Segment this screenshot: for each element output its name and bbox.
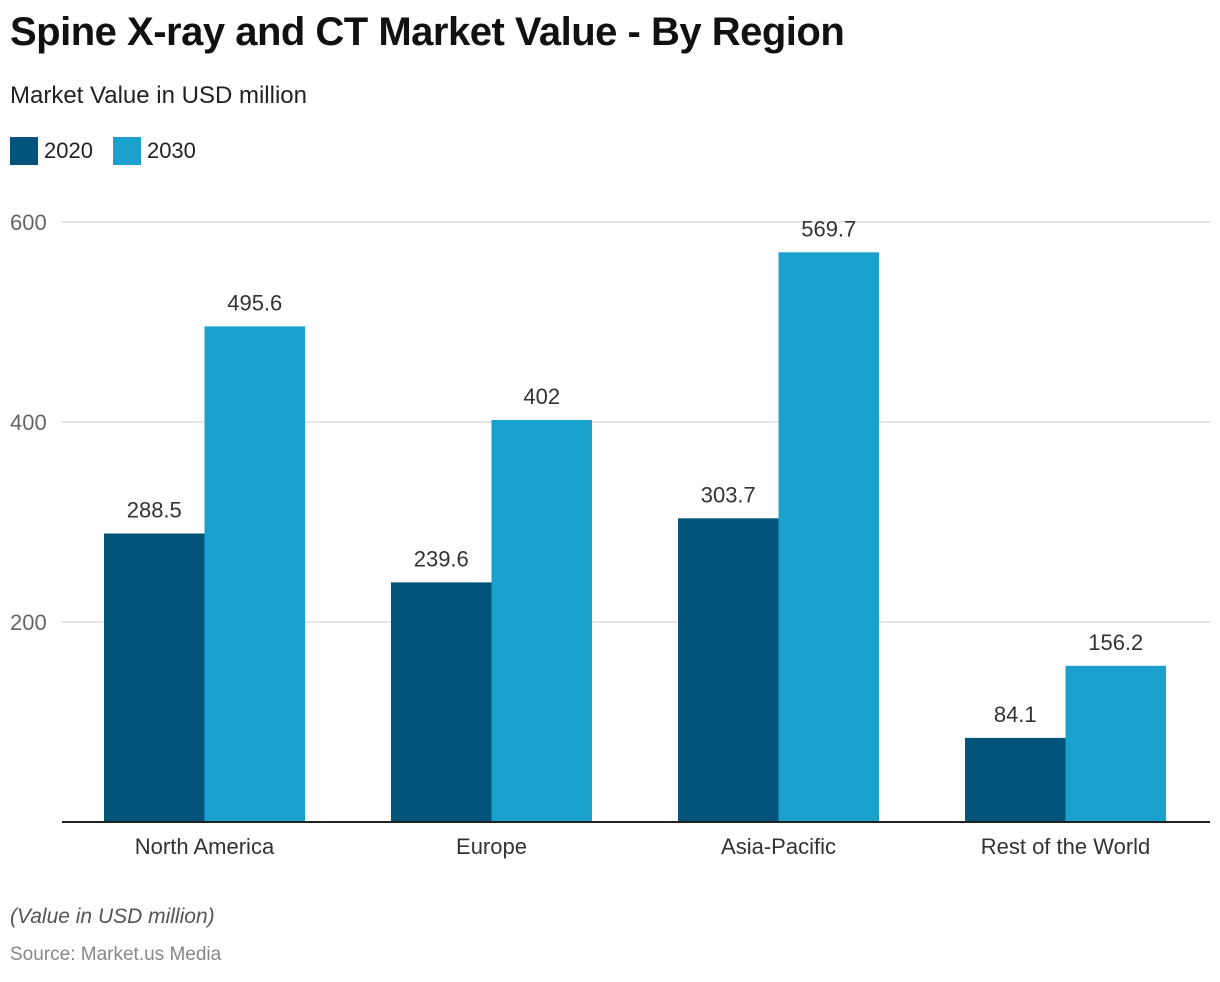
- x-tick-label: Europe: [456, 834, 527, 859]
- data-label: 84.1: [994, 702, 1037, 727]
- chart-subtitle: Market Value in USD million: [10, 82, 307, 109]
- data-label: 569.7: [801, 216, 856, 241]
- legend: 2020 2030: [10, 137, 216, 165]
- bar-2030: [204, 326, 305, 822]
- legend-swatch-2020: [10, 137, 38, 165]
- bar-2020: [391, 582, 492, 822]
- footnote: (Value in USD million): [10, 905, 215, 928]
- y-tick-label: 600: [10, 210, 47, 235]
- x-tick-label: North America: [135, 834, 275, 859]
- bar-2030: [1065, 665, 1166, 822]
- chart-title: Spine X-ray and CT Market Value - By Reg…: [10, 10, 845, 54]
- data-label: 303.7: [701, 482, 756, 507]
- source-credit: Source: Market.us Media: [10, 944, 222, 965]
- legend-label-2030: 2030: [146, 138, 196, 163]
- legend-item-2020[interactable]: 2020: [10, 137, 93, 165]
- bar-2030: [778, 252, 879, 823]
- bar-2020: [678, 518, 779, 822]
- data-label: 156.2: [1088, 630, 1143, 655]
- data-label: 402: [523, 384, 560, 409]
- data-label: 288.5: [127, 498, 182, 523]
- x-tick-label: Asia-Pacific: [721, 834, 836, 859]
- data-label: 495.6: [227, 290, 282, 315]
- y-tick-label: 200: [10, 610, 47, 635]
- legend-swatch-2030: [112, 137, 141, 165]
- legend-label-2020: 2020: [44, 138, 93, 163]
- legend-item-2030[interactable]: 2030: [112, 137, 196, 165]
- bar-2020: [965, 737, 1066, 822]
- x-tick-label: Rest of the World: [981, 834, 1151, 859]
- y-tick-label: 400: [10, 410, 47, 435]
- bar-2020: [104, 533, 205, 822]
- data-label: 239.6: [414, 546, 469, 571]
- bar-2030: [491, 420, 592, 822]
